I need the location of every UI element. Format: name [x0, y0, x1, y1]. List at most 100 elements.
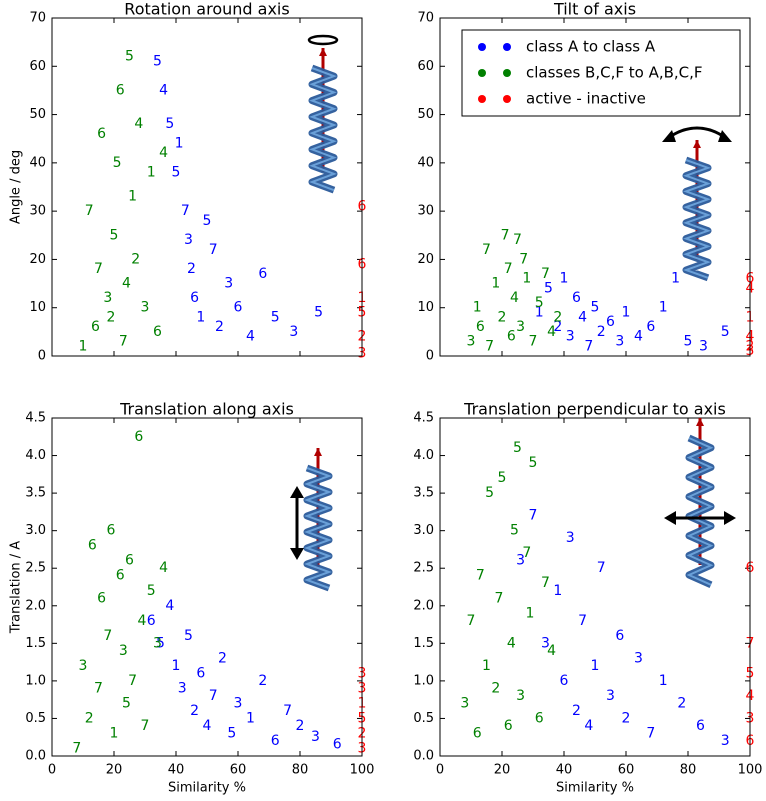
point: 4 [578, 309, 587, 325]
point: 2 [258, 673, 267, 689]
x-tick-label: 40 [168, 763, 185, 778]
point: 3 [615, 334, 624, 350]
point: 1 [659, 673, 668, 689]
point: 2 [677, 695, 686, 711]
x-tick-label: 80 [680, 763, 697, 778]
point: 1 [196, 309, 205, 325]
y-tick-label: 50 [29, 107, 46, 122]
point: 5 [591, 300, 600, 316]
point: 4 [634, 329, 643, 345]
arrow-head [693, 140, 701, 148]
point: 6 [116, 568, 125, 584]
point: 2 [553, 309, 562, 325]
point: 7 [646, 725, 655, 741]
point: 3 [184, 232, 193, 248]
y-tick-label: 50 [417, 107, 434, 122]
point: 3 [516, 688, 525, 704]
point: 5 [165, 116, 174, 132]
legend-label: active - inactive [526, 90, 646, 108]
point: 6 [258, 266, 267, 282]
x-tick-label: 100 [350, 763, 375, 778]
y-tick-label: 4.5 [25, 411, 46, 426]
point: 6 [134, 429, 143, 445]
y-tick-label: 3.5 [413, 486, 434, 501]
legend-label: classes B,C,F to A,B,C,F [526, 64, 703, 82]
subplot-title: Translation along axis [119, 400, 294, 419]
point: 5 [510, 523, 519, 539]
point: 3 [541, 635, 550, 651]
plot-frame [439, 17, 751, 357]
legend-dot [503, 43, 511, 51]
x-axis-label: Similarity % [168, 781, 246, 796]
point: 2 [190, 703, 199, 719]
point: 7 [494, 590, 503, 606]
point: 7 [485, 338, 494, 354]
plot-frame [439, 417, 751, 757]
point: 5 [529, 455, 538, 471]
point: 6 [125, 553, 134, 569]
point: 1 [147, 165, 156, 181]
point: 6 [572, 290, 581, 306]
y-tick-label: 1.0 [25, 673, 46, 688]
point: 2 [498, 309, 507, 325]
y-tick-label: 0 [38, 349, 46, 364]
arrow-head [319, 48, 327, 56]
point: 5 [721, 324, 730, 340]
point: 2 [622, 710, 631, 726]
point: 3 [566, 329, 575, 345]
point: 1 [671, 271, 680, 287]
plot-frame [51, 417, 363, 757]
point: 5 [203, 213, 212, 229]
helix-highlight [309, 67, 337, 192]
plot-frame [51, 17, 363, 357]
point: 4 [510, 290, 519, 306]
point: 3 [467, 334, 476, 350]
x-tick-label: 40 [556, 763, 573, 778]
arrow-head [314, 448, 322, 456]
y-tick-label: 2.0 [25, 598, 46, 613]
point: 6 [196, 665, 205, 681]
legend-dot [503, 95, 511, 103]
point: 7 [94, 261, 103, 277]
legend-dot [478, 95, 486, 103]
x-tick-label: 0 [436, 763, 444, 778]
point: 6 [153, 324, 162, 340]
point: 5 [172, 165, 181, 181]
point: 7 [529, 334, 538, 350]
point: 3 [153, 635, 162, 651]
point: 7 [119, 334, 128, 350]
point: 6 [116, 82, 125, 98]
point: 5 [110, 227, 119, 243]
point: 2 [296, 718, 305, 734]
y-tick-label: 30 [29, 204, 46, 219]
point: 7 [476, 568, 485, 584]
subplot-title: Rotation around axis [124, 0, 289, 19]
point: 2 [218, 650, 227, 666]
y-tick-label: 30 [417, 204, 434, 219]
point: 3 [224, 276, 233, 292]
point: 5 [535, 295, 544, 311]
point: 1 [482, 658, 491, 674]
y-tick-label: 1.5 [25, 636, 46, 651]
point: 7 [94, 680, 103, 696]
y-tick-label: 3.0 [25, 523, 46, 538]
point: 1 [128, 189, 137, 205]
point: 5 [227, 725, 236, 741]
point: 6 [91, 319, 100, 335]
point: 3 [141, 300, 150, 316]
subplot: Rotation around axis 0 10 20 30 40 50 60 70 Angle… [9, 0, 367, 364]
point: 5 [684, 334, 693, 350]
y-tick-label: 4.0 [413, 448, 434, 463]
legend: class A to class A classes B,C,F to A,B,C… [461, 29, 741, 117]
point: 3 [634, 650, 643, 666]
point: 1 [522, 271, 531, 287]
point: 7 [541, 266, 550, 282]
point: 1 [473, 300, 482, 316]
x-tick-label: 100 [738, 763, 763, 778]
point: 6 [606, 314, 615, 330]
helix-highlight [683, 159, 711, 279]
legend-dot [478, 43, 486, 51]
y-tick-label: 60 [29, 59, 46, 74]
point: 5 [153, 53, 162, 69]
point: 3 [289, 324, 298, 340]
